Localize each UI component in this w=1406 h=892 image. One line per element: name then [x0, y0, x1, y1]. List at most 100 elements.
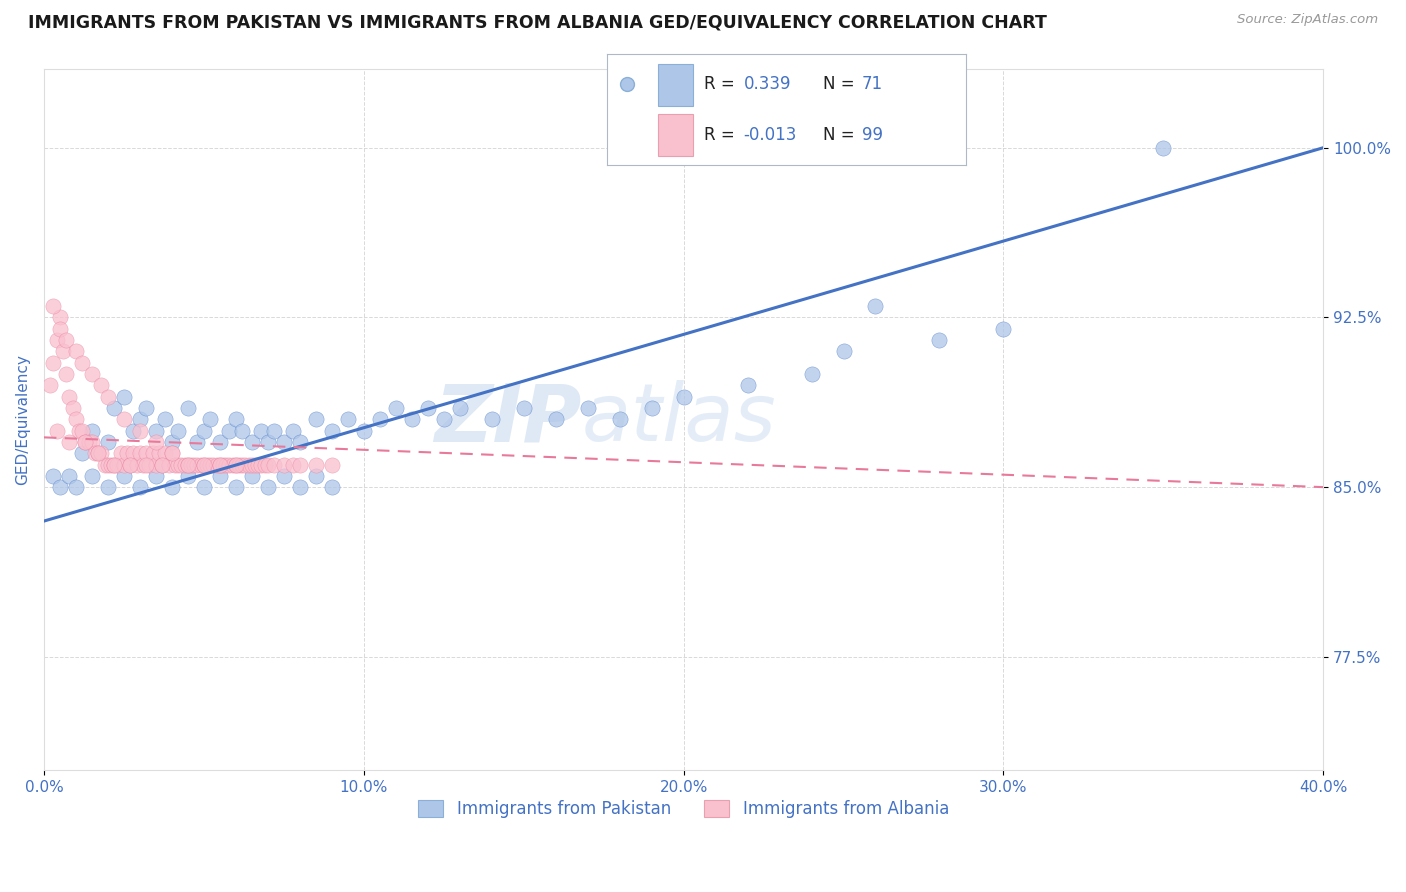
Point [80, 367, 103, 381]
Point [80, 434, 103, 449]
Point [225, 458, 247, 472]
Point [205, 458, 228, 472]
Point [416, 401, 439, 415]
Point [80, 424, 103, 438]
Point [449, 401, 471, 415]
Bar [658, 114, 693, 156]
Point [183, 458, 205, 472]
Point [865, 299, 887, 313]
Point [90, 446, 112, 460]
Point [72, 424, 94, 438]
Point [247, 458, 270, 472]
Y-axis label: GED/Equivalency: GED/Equivalency [15, 354, 30, 484]
Point [160, 446, 183, 460]
Point [45, 424, 67, 438]
Point [120, 458, 142, 472]
Point [221, 458, 243, 472]
Point [145, 458, 167, 472]
Point [225, 458, 247, 472]
Point [77, 434, 100, 449]
Point [112, 468, 135, 483]
Point [202, 458, 225, 472]
Point [250, 424, 273, 438]
Point [208, 458, 231, 472]
Point [177, 401, 200, 415]
Point [305, 468, 328, 483]
Point [243, 458, 266, 472]
Point [225, 412, 247, 426]
Point [231, 458, 253, 472]
Point [42, 468, 65, 483]
Point [97, 390, 120, 404]
Point [97, 458, 120, 472]
Point [640, 401, 662, 415]
Point [75, 434, 97, 449]
Point [148, 446, 170, 460]
Point [193, 480, 215, 494]
Point [112, 412, 135, 426]
Point [193, 458, 215, 472]
Point [321, 480, 343, 494]
Point [150, 458, 173, 472]
Point [55, 367, 77, 381]
Point [67, 424, 90, 438]
Point [75, 434, 97, 449]
Point [401, 412, 423, 426]
Point [368, 412, 391, 426]
Text: 99: 99 [862, 126, 883, 144]
Point [283, 458, 305, 472]
Point [49, 310, 72, 325]
Text: R =: R = [704, 75, 740, 93]
Point [112, 458, 135, 472]
Point [135, 401, 157, 415]
Point [208, 434, 231, 449]
Point [273, 434, 295, 449]
Bar [658, 63, 693, 106]
Point [737, 378, 759, 392]
Point [190, 458, 212, 472]
Point [250, 458, 273, 472]
Point [97, 434, 120, 449]
Point [512, 401, 534, 415]
Point [384, 401, 406, 415]
Point [107, 458, 129, 472]
Text: 0.339: 0.339 [744, 75, 792, 93]
Point [125, 458, 148, 472]
Point [544, 412, 567, 426]
Point [160, 446, 183, 460]
Point [273, 458, 295, 472]
Point [193, 424, 215, 438]
Point [231, 424, 253, 438]
Text: R =: R = [704, 126, 740, 144]
Point [173, 458, 195, 472]
Point [321, 458, 343, 472]
Point [103, 458, 125, 472]
Point [155, 446, 177, 460]
Point [235, 458, 257, 472]
Point [200, 412, 222, 426]
Point [145, 424, 167, 438]
Point [180, 458, 202, 472]
Text: IMMIGRANTS FROM PAKISTAN VS IMMIGRANTS FROM ALBANIA GED/EQUIVALENCY CORRELATION : IMMIGRANTS FROM PAKISTAN VS IMMIGRANTS F… [28, 13, 1047, 31]
Point [208, 468, 231, 483]
Point [305, 412, 328, 426]
Text: N =: N = [823, 75, 859, 93]
Text: atlas: atlas [581, 380, 776, 458]
Point [49, 480, 72, 494]
Point [80, 468, 103, 483]
Point [128, 480, 150, 494]
Point [128, 424, 150, 438]
Point [120, 458, 142, 472]
Point [122, 446, 145, 460]
Point [65, 344, 87, 359]
Point [167, 424, 190, 438]
Point [228, 458, 250, 472]
Point [195, 458, 218, 472]
Point [273, 468, 295, 483]
Point [212, 458, 235, 472]
Point [142, 446, 165, 460]
Point [150, 458, 173, 472]
Point [65, 480, 87, 494]
Point [122, 424, 145, 438]
Point [163, 458, 186, 472]
